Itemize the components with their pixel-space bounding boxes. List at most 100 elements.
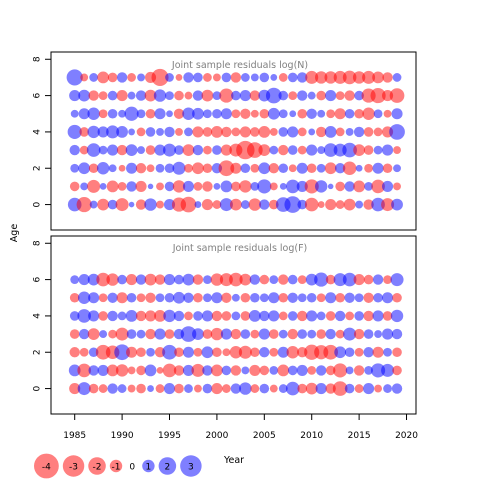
bottom-residual-point xyxy=(125,310,138,322)
bottom-residual-point xyxy=(306,292,317,303)
top-residual-point xyxy=(342,70,357,85)
bottom-residual-point xyxy=(334,310,346,322)
bottom-residual-point xyxy=(115,327,129,341)
top-residual-point xyxy=(239,126,251,138)
bottom-residual-point xyxy=(182,346,195,358)
bottom-residual-point xyxy=(70,275,80,284)
bottom-residual-point xyxy=(115,364,129,377)
top-panel-points xyxy=(66,68,405,213)
top-residual-point xyxy=(278,144,289,156)
size-legend: -4 -3 -2 -1 0 1 2 3 xyxy=(34,453,202,479)
bottom-residual-point xyxy=(343,327,357,341)
top-residual-point xyxy=(136,109,146,119)
bottom-residual-point xyxy=(287,274,298,285)
bottom-residual-point xyxy=(173,310,185,322)
bottom-residual-point xyxy=(383,384,392,393)
bottom-residual-point xyxy=(107,383,118,394)
bottom-residual-point xyxy=(183,292,194,303)
bottom-residual-point xyxy=(69,329,80,339)
legend-bubble xyxy=(158,457,177,475)
top-residual-point xyxy=(352,71,366,84)
bottom-residual-point xyxy=(316,329,326,339)
top-residual-point xyxy=(344,181,355,192)
top-residual-point xyxy=(287,72,298,83)
top-residual-point xyxy=(88,90,99,101)
top-residual-point xyxy=(192,162,204,175)
bottom-residual-point xyxy=(249,364,261,376)
bottom-residual-point xyxy=(353,328,365,340)
bottom-residual-point xyxy=(373,292,383,303)
bottom-residual-point xyxy=(77,309,91,323)
top-residual-point xyxy=(345,127,354,136)
top-residual-point xyxy=(97,71,110,84)
top-residual-point xyxy=(316,163,326,173)
top-residual-point xyxy=(297,199,308,210)
top-residual-point xyxy=(371,197,385,212)
bottom-residual-point xyxy=(287,292,298,303)
bottom-residual-point xyxy=(307,329,317,339)
bottom-residual-point xyxy=(372,346,384,358)
top-residual-point xyxy=(296,180,308,192)
top-residual-point xyxy=(107,72,118,83)
top-residual-point xyxy=(86,143,101,157)
top-residual-point xyxy=(203,73,212,82)
bottom-residual-point xyxy=(144,273,157,286)
bottom-residual-point xyxy=(135,310,147,322)
bottom-residual-point xyxy=(222,384,231,393)
top-residual-point xyxy=(99,183,107,190)
top-residual-point xyxy=(212,108,222,119)
top-residual-point xyxy=(343,198,356,211)
bottom-y-tick-label: 6 xyxy=(33,276,43,282)
legend-label: 3 xyxy=(188,463,194,473)
bottom-residual-point xyxy=(78,328,90,340)
bottom-residual-point xyxy=(250,292,260,303)
top-residual-point xyxy=(389,88,405,103)
top-residual-point xyxy=(335,127,345,137)
top-residual-point xyxy=(88,163,99,174)
legend-label: -1 xyxy=(112,463,121,473)
bottom-residual-point xyxy=(316,365,327,376)
top-residual-point xyxy=(297,108,308,119)
top-residual-point xyxy=(240,73,250,82)
top-residual-point xyxy=(79,145,89,155)
top-residual-point xyxy=(278,127,289,137)
top-residual-point xyxy=(372,162,384,174)
top-residual-point xyxy=(354,90,364,101)
top-residual-point xyxy=(258,144,271,156)
top-residual-point xyxy=(172,161,186,175)
top-residual-point xyxy=(284,196,302,213)
bottom-residual-point xyxy=(210,273,224,286)
top-residual-point xyxy=(334,163,346,174)
bottom-residual-point xyxy=(363,292,374,303)
bottom-residual-point xyxy=(269,384,278,393)
top-residual-point xyxy=(305,70,319,84)
top-residual-point xyxy=(335,200,345,209)
top-residual-point xyxy=(306,144,318,156)
top-residual-point xyxy=(69,144,80,156)
bottom-residual-point xyxy=(180,326,197,342)
bottom-residual-point xyxy=(203,275,212,284)
bottom-y-tick-label: 0 xyxy=(33,385,43,391)
bottom-residual-point xyxy=(154,310,166,322)
top-residual-point xyxy=(201,89,214,102)
bottom-residual-point xyxy=(344,292,355,303)
top-residual-point xyxy=(362,70,376,84)
top-residual-point xyxy=(87,107,100,120)
legend-label: -2 xyxy=(93,463,102,473)
bottom-residual-point xyxy=(192,274,204,285)
bottom-residual-point xyxy=(184,384,193,393)
top-residual-point xyxy=(258,126,271,138)
bottom-residual-point xyxy=(127,384,136,393)
top-residual-point xyxy=(193,72,203,83)
top-residual-point xyxy=(174,145,184,155)
bottom-residual-point xyxy=(259,274,270,285)
legend-label: 0 xyxy=(129,463,135,473)
bottom-residual-point xyxy=(126,329,137,339)
bottom-residual-point xyxy=(221,365,232,376)
top-residual-point xyxy=(392,73,402,82)
bottom-residual-point xyxy=(184,311,193,321)
top-residual-point xyxy=(126,162,138,174)
top-residual-point xyxy=(69,90,81,102)
bottom-residual-point xyxy=(334,346,347,359)
bottom-residual-point xyxy=(278,384,288,393)
